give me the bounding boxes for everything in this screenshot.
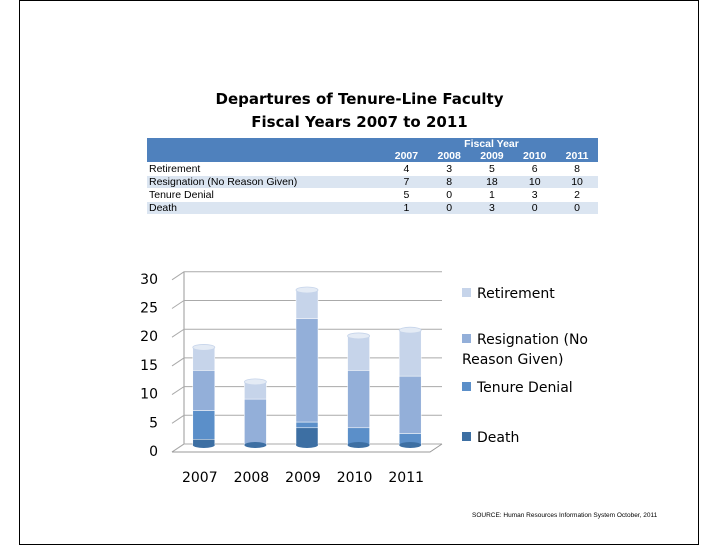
cylinder-top xyxy=(192,344,216,351)
bar-segment xyxy=(347,370,370,429)
legend-label: Retirement xyxy=(477,286,555,302)
row-label: Retirement xyxy=(147,162,386,176)
cylinder-base xyxy=(244,442,267,448)
value-cell: 0 xyxy=(427,201,471,214)
column-header: 2008 xyxy=(427,150,471,163)
value-cell: 5 xyxy=(385,188,428,202)
legend-label: Resignation (No Reason Given) xyxy=(462,332,589,368)
table-row: Tenure Denial 5 0 1 3 2 xyxy=(147,188,598,202)
bar-segment xyxy=(398,375,422,434)
table-row: Retirement 4 3 5 6 8 xyxy=(147,162,598,176)
value-cell: 8 xyxy=(427,175,471,189)
cylinder-base xyxy=(347,442,370,448)
legend-swatch xyxy=(462,334,471,343)
bar-segment xyxy=(295,318,319,423)
grid-line xyxy=(171,271,442,281)
y-tick-label: 0 xyxy=(149,444,158,460)
cylinder-top xyxy=(295,286,319,294)
value-cell: 8 xyxy=(556,162,598,176)
x-tick-label: 2009 xyxy=(285,470,321,486)
legend-label: Death xyxy=(477,430,520,446)
y-tick-label: 10 xyxy=(140,387,158,403)
cylinder-top xyxy=(347,332,371,340)
value-cell: 0 xyxy=(427,188,471,202)
bar-segment xyxy=(192,410,216,440)
legend-swatch xyxy=(462,382,471,391)
y-tick-label: 5 xyxy=(149,415,158,431)
cylinder-top xyxy=(398,326,422,334)
column-header: 2011 xyxy=(556,150,598,163)
value-cell: 18 xyxy=(470,175,514,189)
source-note: SOURCE: Human Resources Information Syst… xyxy=(472,512,658,519)
bar-segment xyxy=(192,370,216,411)
group-header: Fiscal Year xyxy=(385,138,598,150)
value-cell: 4 xyxy=(385,162,428,176)
row-label: Death xyxy=(147,201,386,214)
y-tick-label: 25 xyxy=(140,301,158,317)
cylinder-top xyxy=(243,378,267,386)
bar-segment xyxy=(295,289,319,319)
floor xyxy=(172,443,443,453)
bar-segment xyxy=(347,335,370,371)
x-tick-label: 2011 xyxy=(388,470,424,486)
value-cell: 7 xyxy=(385,175,428,189)
x-tick-label: 2007 xyxy=(182,470,218,486)
title-line: Fiscal Years 2007 to 2011 xyxy=(251,113,468,131)
x-tick-label: 2010 xyxy=(337,470,373,486)
bar-segment xyxy=(398,329,422,377)
y-tick-label: 30 xyxy=(140,272,158,288)
bar-segment xyxy=(295,421,319,429)
legend-swatch xyxy=(462,288,471,297)
y-tick-label: 20 xyxy=(140,329,158,345)
bar-segment xyxy=(192,347,216,371)
data-table: Fiscal Year 2007 2008 2009 2010 2011 Retirem… xyxy=(147,138,598,214)
value-cell: 3 xyxy=(513,188,557,202)
grid-line xyxy=(171,328,442,338)
legend-item: Retirement xyxy=(462,284,612,304)
table-row: Death 1 0 3 0 0 xyxy=(147,201,598,214)
row-label: Resignation (No Reason Given) xyxy=(147,175,386,189)
value-cell: 6 xyxy=(513,162,557,176)
legend-item: Resignation (No Reason Given) xyxy=(462,330,612,370)
value-cell: 0 xyxy=(513,201,557,214)
legend-item: Tenure Denial xyxy=(462,378,612,398)
column-header: 2007 xyxy=(385,150,428,163)
value-cell: 3 xyxy=(470,201,514,214)
value-cell: 1 xyxy=(385,201,428,214)
table-row: Resignation (No Reason Given) 7 8 18 10 10 xyxy=(147,175,598,189)
value-cell: 10 xyxy=(556,175,598,189)
legend-swatch xyxy=(462,432,471,441)
row-label: Tenure Denial xyxy=(147,188,386,202)
value-cell: 10 xyxy=(513,175,557,189)
value-cell: 1 xyxy=(470,188,514,202)
bar-segment xyxy=(244,398,267,446)
cylinder-base xyxy=(296,442,318,448)
value-cell: 2 xyxy=(556,188,598,202)
column-header: 2010 xyxy=(513,150,557,163)
value-cell: 0 xyxy=(556,201,598,214)
legend-item: Death xyxy=(462,428,612,448)
grid-line xyxy=(171,300,442,309)
title-line: Departures of Tenure-Line Faculty xyxy=(215,90,504,108)
x-tick-label: 2008 xyxy=(234,470,270,486)
cylinder-base xyxy=(399,442,422,448)
y-tick-label: 15 xyxy=(140,358,158,374)
cylinder-base xyxy=(192,442,215,448)
column-header: 2009 xyxy=(470,150,514,163)
value-cell: 5 xyxy=(470,162,514,176)
header-cell xyxy=(147,138,386,150)
header-cell xyxy=(147,150,386,163)
value-cell: 3 xyxy=(427,162,471,176)
legend-label: Tenure Denial xyxy=(477,380,573,396)
